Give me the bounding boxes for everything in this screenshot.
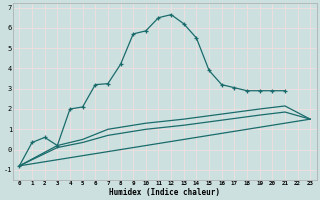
X-axis label: Humidex (Indice chaleur): Humidex (Indice chaleur) [109,188,220,197]
